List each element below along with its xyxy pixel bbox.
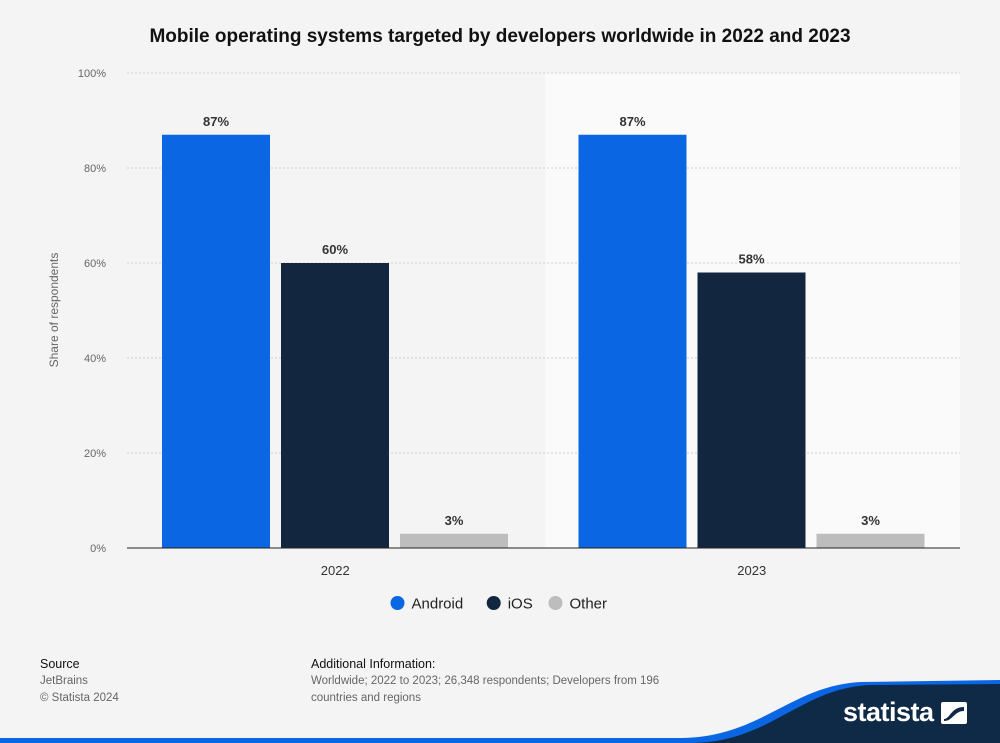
y-tick-label: 40%	[84, 353, 106, 365]
additional-info-block: Additional Information: Worldwide; 2022 …	[311, 656, 691, 707]
y-tick-label: 0%	[90, 543, 106, 555]
legend-item-other[interactable]: Other	[548, 596, 608, 613]
x-category-label: 2022	[321, 563, 350, 578]
legend-marker-icon	[390, 596, 405, 610]
data-label: 3%	[861, 513, 880, 528]
brand-name: statista	[843, 697, 934, 727]
brand-wave	[0, 680, 1000, 743]
bar-ios-2023	[697, 272, 806, 548]
additional-info-heading: Additional Information:	[311, 657, 436, 671]
legend-item-android[interactable]: Android	[390, 596, 464, 613]
x-category-label: 2023	[737, 563, 766, 578]
legend-label: Other	[570, 596, 608, 613]
chart-title: Mobile operating systems targeted by dev…	[149, 26, 850, 47]
legend-item-ios[interactable]: iOS	[486, 596, 533, 613]
data-label: 58%	[738, 252, 764, 267]
y-tick-label: 20%	[84, 448, 106, 460]
legend-marker-icon	[548, 596, 563, 610]
y-tick-label: 60%	[84, 258, 106, 270]
y-axis-label: Share of respondents	[47, 253, 61, 368]
source-heading: Source	[40, 657, 80, 671]
bar-android-2022	[162, 134, 270, 548]
bar-chart: Mobile operating systems targeted by dev…	[47, 26, 960, 613]
legend-label: iOS	[508, 596, 533, 613]
y-axis-ticks: 0% 20% 40% 60% 80% 100%	[78, 68, 106, 555]
legend[interactable]: Android iOS Other	[390, 596, 608, 613]
source-block: Source JetBrains © Statista 2024	[40, 656, 119, 707]
bar-other-2022	[400, 533, 508, 548]
legend-marker-icon	[486, 596, 501, 610]
y-tick-label: 100%	[78, 68, 106, 80]
bars: 87% 60% 3% 87% 58% 3%	[162, 114, 925, 548]
data-label: 87%	[619, 114, 645, 129]
bar-other-2023	[816, 533, 925, 548]
bar-ios-2022	[281, 263, 389, 548]
data-label: 3%	[445, 513, 464, 528]
x-axis-categories: 2022 2023	[321, 563, 766, 578]
source-name[interactable]: JetBrains	[40, 675, 88, 687]
bar-android-2023	[578, 134, 687, 548]
copyright[interactable]: © Statista 2024	[40, 692, 119, 704]
gridlines	[127, 72, 960, 454]
additional-info-text: Worldwide; 2022 to 2023; 26,348 responde…	[311, 675, 660, 704]
data-label: 87%	[203, 114, 229, 129]
statista-logo[interactable]: statista	[843, 697, 967, 728]
statista-logo-icon	[940, 701, 967, 724]
y-tick-label: 80%	[84, 163, 106, 175]
data-label: 60%	[322, 242, 348, 257]
legend-label: Android	[412, 596, 464, 613]
